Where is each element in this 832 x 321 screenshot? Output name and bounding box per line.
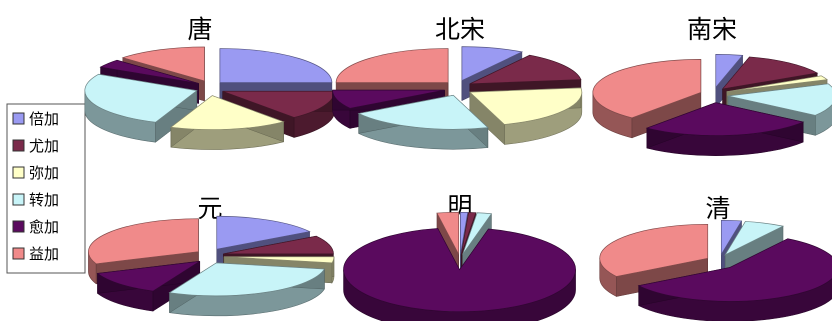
pie-title-5: 清 [705, 194, 730, 223]
pie-4-slice-3 [462, 212, 493, 255]
legend-label-4: 愈加 [29, 218, 59, 236]
pie-0-slice-4 [99, 59, 199, 84]
pie-4-slice-1 [460, 212, 477, 255]
legend-label-2: 弥加 [29, 164, 59, 182]
pie-title-1: 北宋 [435, 15, 485, 44]
pie-tops-2 [592, 54, 832, 136]
pie-5-slice-5 [599, 223, 709, 277]
pie-2-slice-5 [592, 59, 702, 119]
pie-3-slice-0 [216, 215, 311, 250]
pie-3-slice-2 [223, 256, 335, 264]
pie-2-slice-3 [727, 83, 832, 116]
pie-4-slice-0 [460, 211, 469, 255]
pie-1-slice-4 [332, 89, 445, 109]
pie-0-slice-3 [84, 73, 198, 123]
pie-1-slice-1 [469, 54, 582, 85]
pie-0-slice-2 [170, 95, 285, 130]
pie-1-slice-2 [468, 87, 583, 125]
pie-2-slice-4 [645, 102, 805, 136]
pie-chart-0: 唐 [84, 15, 336, 150]
pie-chart-5: 清 [599, 194, 832, 321]
pie-tops-0 [84, 46, 336, 130]
pie-3-slice-4 [96, 260, 200, 292]
pie-0-slice-5 [121, 46, 205, 82]
pie-5-slice-3 [724, 221, 785, 256]
legend-label-1: 尤加 [29, 137, 59, 155]
legend-swatch-5 [12, 247, 25, 260]
legend-swatch-3 [12, 193, 25, 206]
legend-label-0: 倍加 [29, 110, 59, 128]
pie-3-slice-1 [223, 235, 334, 255]
pie-5-slice-0 [720, 219, 743, 256]
pie-2-slice-2 [726, 75, 828, 93]
pie-1-slice-3 [357, 94, 489, 130]
pie-4-slice-5 [436, 211, 460, 255]
pie-3-slice-5 [88, 218, 199, 265]
pie-tops-1 [332, 46, 583, 130]
pie-title-2: 南宋 [687, 15, 737, 44]
legend-swatch-0 [12, 112, 25, 125]
pie-1-slice-0 [461, 46, 524, 82]
pie-4-slice-4 [343, 228, 576, 313]
pie-3-slice-3 [168, 262, 326, 297]
pie-chart-3: 元 [88, 194, 335, 317]
pie-2-slice-1 [721, 56, 819, 90]
pie-0-slice-0 [219, 48, 333, 83]
pie-chart-2: 南宋 [592, 15, 832, 156]
pie-1-slice-5 [335, 48, 449, 83]
pie-tops-5 [599, 219, 832, 302]
legend-label-5: 益加 [29, 245, 59, 263]
pie-tops-4 [343, 211, 576, 313]
legend-swatch-1 [12, 139, 25, 152]
pie-chart-4: 明 [343, 192, 576, 321]
legend-frame [6, 103, 86, 274]
pie-tops-3 [88, 215, 335, 297]
legend-label-3: 转加 [29, 191, 59, 209]
pie-title-0: 唐 [187, 15, 212, 44]
pie-chart-1: 北宋 [332, 15, 583, 150]
legend-swatch-2 [12, 166, 25, 179]
legend-swatch-4 [12, 220, 25, 233]
pie-2-slice-0 [715, 54, 744, 89]
pie-5-slice-4 [637, 238, 832, 302]
pie-charts: 唐 北宋 南宋元明 清 [84, 15, 832, 321]
